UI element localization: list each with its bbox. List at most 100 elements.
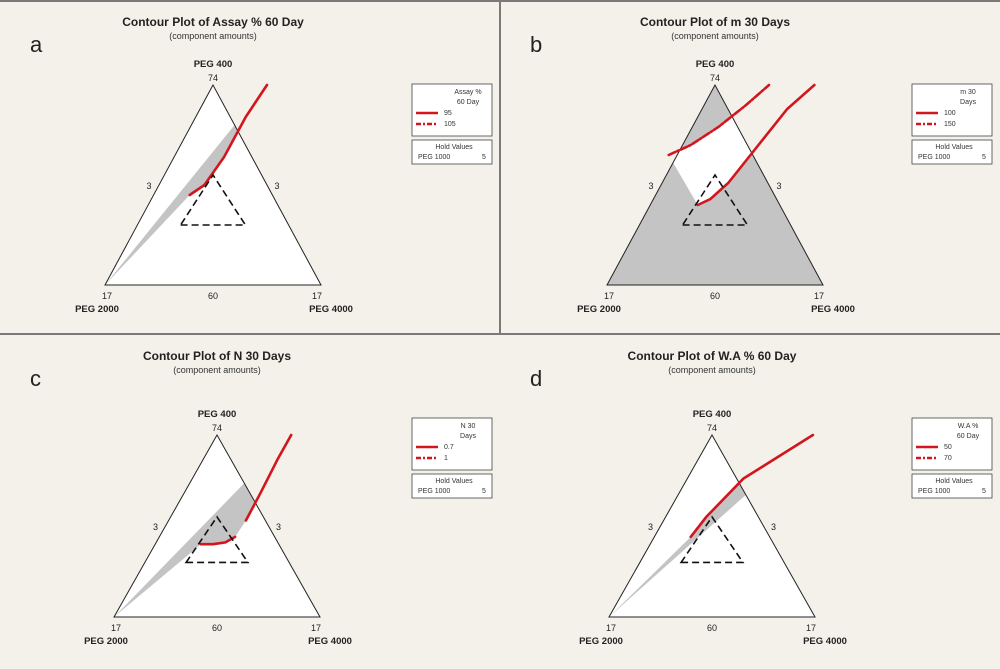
legend: N 30 Days 0.7 1: [411, 417, 493, 471]
legend-title-line-1: N 30: [461, 423, 476, 430]
vertex-value-top: 74: [707, 423, 717, 433]
legend: Assay % 60 Day 95 105: [411, 83, 493, 137]
vertex-label-top: PEG 400: [198, 409, 237, 420]
hold-values: Hold Values PEG 1000 5: [911, 473, 993, 499]
constraint-region: [184, 515, 250, 564]
panel-letter: d: [530, 366, 542, 391]
legend: m 30 Days 100 150: [911, 83, 993, 137]
constraint-region: [681, 173, 749, 226]
chart-subtitle: (component amounts): [668, 365, 756, 375]
vertex-label-top: PEG 400: [696, 59, 735, 70]
ternary-outline: [104, 83, 322, 286]
contour-line-1: [696, 83, 816, 207]
vertex-value-right: 17: [806, 623, 816, 633]
vertex-value-left: 17: [606, 623, 616, 633]
contour-line-2: [244, 433, 293, 522]
side-value-right: 3: [776, 181, 781, 191]
legend-box: [411, 83, 493, 137]
legend-title-line-2: 60 Day: [457, 99, 480, 106]
vertex-label-left: PEG 2000: [75, 304, 119, 315]
hold-values-title: Hold Values: [435, 478, 473, 485]
vertex-value-top: 74: [208, 73, 218, 83]
panel-letter: a: [30, 32, 43, 57]
contour-line-1: [188, 83, 269, 197]
hold-values-component: PEG 1000: [418, 488, 450, 495]
vertex-label-left: PEG 2000: [577, 304, 621, 315]
side-value-right: 3: [276, 522, 281, 532]
legend-title-line-2: Days: [960, 99, 976, 106]
hold-values-box: [411, 139, 493, 165]
hold-values-component: PEG 1000: [418, 154, 450, 161]
legend-level-2: 1: [444, 455, 448, 462]
chart-title: Contour Plot of m 30 Days: [640, 15, 790, 29]
chart-title: Contour Plot of Assay % 60 Day: [122, 15, 304, 29]
vertex-value-right: 17: [814, 291, 824, 301]
legend-level-2: 150: [944, 121, 956, 128]
hold-values-box: [411, 473, 493, 499]
vertex-label-left: PEG 2000: [84, 636, 128, 647]
constraint-region: [679, 515, 745, 564]
panel-letter: b: [530, 32, 542, 57]
legend-level-1: 50: [944, 444, 952, 451]
legend: W.A % 60 Day 50 70: [911, 417, 993, 471]
hold-values-title: Hold Values: [935, 478, 973, 485]
legend-level-2: 105: [444, 121, 456, 128]
hold-values-title: Hold Values: [435, 144, 473, 151]
contour-line-2: [667, 83, 771, 157]
ternary-plot-area: [609, 435, 815, 617]
legend-box: [911, 83, 993, 137]
chart-subtitle: (component amounts): [169, 31, 257, 41]
vertex-value-right: 17: [311, 623, 321, 633]
side-value-left: 3: [648, 522, 653, 532]
legend-level-1: 100: [944, 110, 956, 117]
vertex-label-right: PEG 4000: [309, 304, 353, 315]
constraint-region: [179, 173, 247, 226]
chart-panel-a: Contour Plot of Assay % 60 Day (component…: [30, 15, 493, 315]
chart-subtitle: (component amounts): [173, 365, 261, 375]
chart-subtitle: (component amounts): [671, 31, 759, 41]
chart-panel-d: Contour Plot of W.A % 60 Day (component a…: [530, 349, 993, 647]
ternary-outline: [608, 433, 816, 618]
ternary-outline: [606, 83, 824, 286]
chart-title: Contour Plot of N 30 Days: [143, 349, 291, 363]
legend-box: [411, 417, 493, 471]
hold-values: Hold Values PEG 1000 5: [911, 139, 993, 165]
legend-level-2: 70: [944, 455, 952, 462]
side-value-bottom: 60: [707, 623, 717, 633]
legend-level-1: 95: [444, 110, 452, 117]
contour-line-1: [689, 433, 815, 539]
chart-title: Contour Plot of W.A % 60 Day: [628, 349, 797, 363]
vertex-label-top: PEG 400: [693, 409, 732, 420]
hold-values-component: PEG 1000: [918, 488, 950, 495]
hold-values-box: [911, 139, 993, 165]
vertex-label-left: PEG 2000: [579, 636, 623, 647]
ternary-outline: [113, 433, 321, 618]
side-value-bottom: 60: [208, 291, 218, 301]
vertex-value-left: 17: [604, 291, 614, 301]
vertex-label-right: PEG 4000: [803, 636, 847, 647]
legend-title-line-1: m 30: [960, 89, 976, 96]
ternary-plot-area: [105, 85, 321, 285]
vertex-value-left: 17: [102, 291, 112, 301]
side-value-right: 3: [771, 522, 776, 532]
side-value-left: 3: [146, 181, 151, 191]
side-value-left: 3: [648, 181, 653, 191]
hold-values-title: Hold Values: [935, 144, 973, 151]
legend-title-line-2: 60 Day: [957, 433, 980, 440]
legend-title-line-1: Assay %: [454, 89, 481, 96]
vertex-value-left: 17: [111, 623, 121, 633]
legend-title-line-2: Days: [460, 433, 476, 440]
side-value-right: 3: [274, 181, 279, 191]
hold-values: Hold Values PEG 1000 5: [411, 473, 493, 499]
hold-values-value: 5: [482, 154, 486, 161]
hold-values-value: 5: [482, 488, 486, 495]
vertex-value-top: 74: [212, 423, 222, 433]
side-value-bottom: 60: [212, 623, 222, 633]
vertex-value-top: 74: [710, 73, 720, 83]
vertex-value-right: 17: [312, 291, 322, 301]
chart-panel-c: Contour Plot of N 30 Days (component amou…: [30, 349, 493, 647]
infeasible-region: [105, 85, 267, 285]
legend-level-1: 0.7: [444, 444, 454, 451]
hold-values-value: 5: [982, 154, 986, 161]
